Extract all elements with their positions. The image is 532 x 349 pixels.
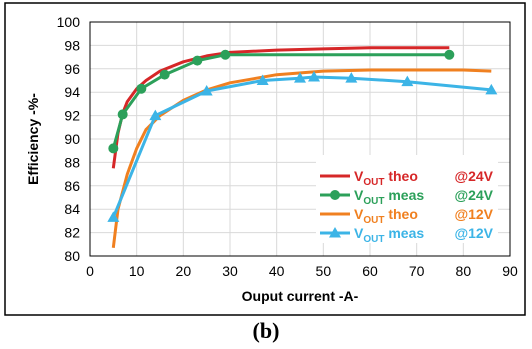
legend-label: VOUT theo [354,168,418,188]
legend-condition: @12V [454,225,493,241]
data-point [159,69,170,80]
series-group [107,46,498,248]
efficiency-chart: 0 10 20 30 40 50 60 70 80 90 80 82 84 86 88 90 92 94 96 98… [4,2,526,316]
x-tick-label: 20 [176,263,192,279]
legend-entry-0: VOUT theo @24V [320,168,494,188]
legend-condition: @24V [454,168,493,184]
legend-box [316,155,498,243]
x-tick-label: 30 [222,263,238,279]
x-tick-label: 70 [409,263,425,279]
y-tick-label: 98 [64,37,80,53]
y-tick-label: 96 [64,61,80,77]
x-tick-labels: 0 10 20 30 40 50 60 70 80 90 [86,263,518,279]
data-point [330,190,340,200]
data-point [107,211,120,222]
data-point [108,143,119,154]
data-point [136,83,147,94]
legend-symbol: V [354,168,364,184]
y-tick-label: 90 [64,131,80,147]
data-point [401,75,414,87]
legend-subscript: OUT [363,215,384,226]
legend-symbol: V [354,187,364,203]
y-tick-label: 94 [64,84,80,100]
data-point [329,227,341,238]
data-point [220,49,231,60]
x-axis-label: Ouput current -A- [242,288,359,304]
data-point [192,55,203,66]
plot-area [89,21,511,257]
x-tick-label: 50 [316,263,332,279]
y-tick-label: 100 [57,14,81,30]
y-tick-label: 84 [64,201,80,217]
legend-label: VOUT theo [354,206,418,226]
legend-subscript: OUT [363,196,384,207]
y-tick-label: 82 [64,225,80,241]
x-tick-label: 60 [362,263,378,279]
y-tick-label: 92 [64,108,80,124]
x-tick-label: 90 [502,263,518,279]
legend-label: VOUT meas [354,187,424,207]
y-tick-label: 88 [64,154,80,170]
series-3 [107,70,498,222]
legend-suffix: theo [384,206,417,222]
legend-condition: @12V [454,206,493,222]
legend-entry-1: VOUT meas @24V [320,187,494,207]
data-point [444,49,455,60]
figure-caption: (b) [252,318,280,343]
data-point [294,72,306,83]
data-point [256,74,269,85]
data-point [149,109,162,121]
legend-suffix: meas [384,225,424,241]
data-point [117,109,128,120]
y-tick-label: 86 [64,178,80,194]
legend-symbol: V [354,206,364,222]
data-point [485,83,498,95]
x-tick-label: 10 [129,263,145,279]
x-tick-label: 80 [456,263,472,279]
legend-entry-2: VOUT theo @12V [320,206,494,226]
legend-suffix: theo [384,168,417,184]
x-tick-label: 0 [86,263,94,279]
legend-condition: @24V [454,187,493,203]
y-tick-label: 80 [64,248,80,264]
series-1 [108,49,455,154]
data-point [345,72,358,83]
legend-symbol: V [354,225,364,241]
y-axis-label: Efficiency -%- [25,93,41,185]
legend-label: VOUT meas [354,225,424,245]
data-point [308,70,320,82]
data-point [200,85,213,96]
legend-subscript: OUT [363,177,384,188]
legend-entry-3: VOUT meas @12V [320,225,494,245]
x-tick-label: 40 [269,263,285,279]
legend-suffix: meas [384,187,424,203]
legend-subscript: OUT [363,234,384,245]
y-tick-labels: 80 82 84 86 88 90 92 94 96 98 100 [57,14,81,264]
series-line [111,46,450,169]
series-0 [111,46,450,169]
